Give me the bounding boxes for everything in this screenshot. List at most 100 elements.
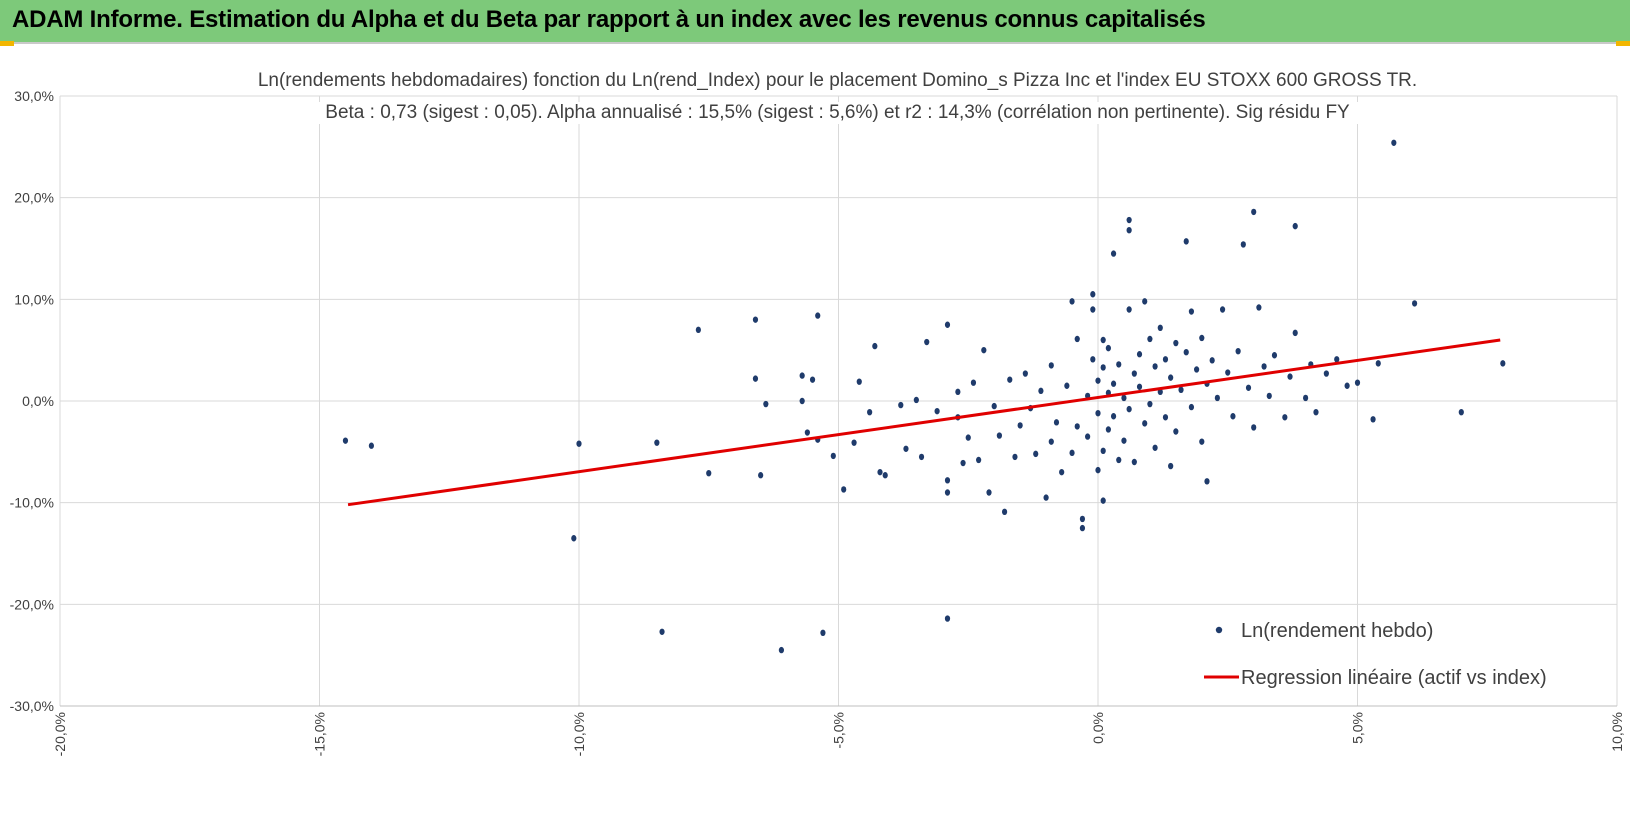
data-point [1007,376,1013,383]
data-point [1303,394,1309,402]
data-point [1245,384,1252,391]
data-point [1001,508,1008,516]
data-point [944,477,951,484]
data-point [1022,370,1028,377]
data-point [1147,335,1153,343]
data-point [1183,238,1189,245]
data-point [976,456,982,464]
data-point [1110,413,1117,420]
data-point [1142,420,1148,427]
data-point [758,472,764,479]
data-point [1225,369,1231,376]
data-point [799,372,805,379]
data-point [1251,208,1257,216]
data-point [571,535,577,542]
data-point [1100,364,1106,371]
data-point [960,459,966,467]
data-point [965,434,971,441]
data-point [1230,413,1236,420]
data-point [1214,394,1220,402]
data-point [1048,438,1054,445]
data-point [752,316,759,323]
data-point [1375,360,1381,367]
data-point [1074,335,1080,343]
legend: Ln(rendement hebdo) Regression linéaire … [1204,620,1547,689]
data-point [1095,377,1101,384]
data-point [1017,422,1023,429]
data-point [1095,410,1101,417]
data-point [1121,437,1127,444]
y-tick-label: 10,0% [14,291,54,307]
data-point [1271,352,1278,359]
data-point [1085,433,1091,440]
data-point [1116,361,1122,368]
data-point [1105,344,1111,352]
corner-marker-left [0,41,14,46]
corner-marker-right [1616,41,1630,46]
data-point [1292,222,1298,230]
data-points [342,139,1506,654]
data-point [1074,423,1080,430]
data-point [1152,363,1158,370]
data-point [996,432,1002,439]
data-point [1121,394,1127,402]
y-tick-label: -30,0% [10,698,54,714]
data-point [1064,382,1070,389]
data-point [576,440,582,447]
data-point [1370,416,1376,423]
data-point [1251,424,1257,431]
data-point [1100,447,1106,455]
data-point [1131,458,1137,466]
data-point [1136,383,1143,390]
data-point [1157,324,1163,331]
data-point [1240,241,1246,248]
legend-marker-points [1215,626,1223,634]
data-point [1282,414,1288,421]
data-point [1287,373,1293,380]
data-point [1095,466,1101,474]
data-point [882,472,888,479]
tick-labels: 30,0%20,0%10,0%0,0%-10,0%-20,0%-30,0%-20… [10,88,1625,756]
data-point [851,439,857,446]
data-point [1012,453,1018,461]
data-point [1126,405,1132,413]
data-point [856,378,862,385]
data-point [342,437,349,444]
data-point [913,396,919,404]
data-point [1131,370,1137,377]
data-point [1188,308,1195,315]
data-point [1199,438,1205,445]
data-point [1458,408,1464,416]
data-point [1235,347,1241,355]
data-point [1173,428,1179,435]
data-point [867,408,873,416]
data-point [1110,380,1117,387]
data-point [1090,356,1096,363]
data-point [877,468,883,476]
data-point [1391,139,1397,146]
y-tick-label: 30,0% [14,88,54,104]
x-tick-label: -20,0% [52,712,68,756]
data-point [763,400,769,408]
data-point [944,489,951,496]
data-point [1059,468,1065,476]
legend-label-points: Ln(rendement hebdo) [1241,620,1433,642]
data-point [1100,497,1106,504]
data-point [970,379,977,386]
data-point [1100,336,1106,344]
x-tick-label: -5,0% [831,712,847,749]
chart-title: Ln(rendements hebdomadaires) fonction du… [225,70,1450,92]
data-point [799,397,805,405]
data-point [695,326,701,334]
data-point [1043,494,1049,501]
data-point [1219,306,1226,313]
data-point [1126,216,1132,224]
data-point [752,375,759,382]
y-tick-label: -10,0% [10,495,54,511]
data-point [1048,362,1054,369]
data-point [1053,419,1060,426]
x-tick-label: -15,0% [312,712,328,756]
data-point [1105,426,1111,433]
data-point [1354,379,1361,386]
data-point [1178,386,1184,394]
